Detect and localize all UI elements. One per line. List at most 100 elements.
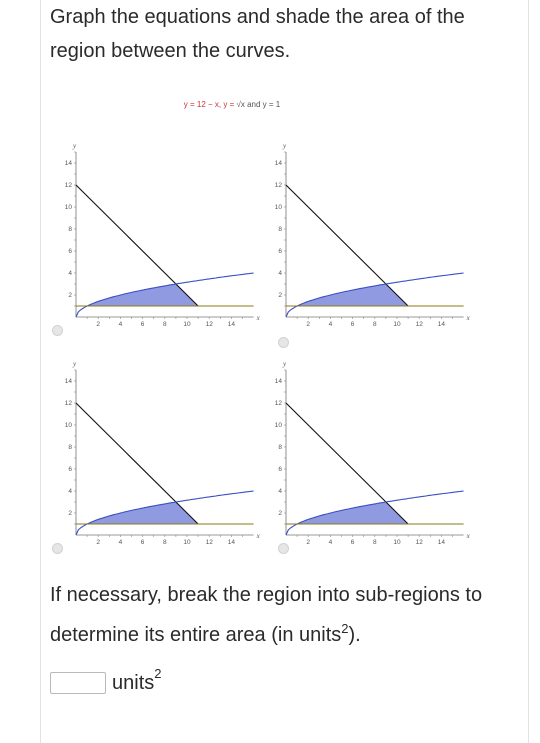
panel-2-x-tick-label: 10 bbox=[393, 321, 401, 328]
panel-4-x-axis-label: x bbox=[466, 532, 471, 540]
instruction-line-1: If necessary, break the region into sub-… bbox=[50, 584, 483, 606]
instruction-text: If necessary, break the region into sub-… bbox=[50, 575, 520, 655]
panel-4-y-tick-label: 8 bbox=[278, 444, 282, 451]
panel-1-y-tick-label: 8 bbox=[68, 226, 72, 233]
panel-3-x-tick-label: 2 bbox=[96, 539, 100, 546]
panel-1-x-tick-label: 14 bbox=[228, 321, 236, 328]
panel-2-x-tick-label: 12 bbox=[416, 321, 424, 328]
instruction-line-2-suffix: ). bbox=[348, 624, 361, 646]
panel-4-y-tick-label: 2 bbox=[278, 510, 282, 517]
panel-3-y-tick-label: 4 bbox=[68, 488, 72, 495]
answer-row: units2 bbox=[50, 666, 161, 696]
panel-4-line-12-minus-x bbox=[285, 402, 409, 525]
panel-3-y-tick-label: 10 bbox=[65, 422, 73, 429]
panel-1-y-tick-label: 10 bbox=[65, 204, 73, 211]
option-a-radio[interactable] bbox=[52, 325, 63, 336]
panel-2-y-tick-label: 2 bbox=[278, 292, 282, 299]
panel-3-x-tick-label: 4 bbox=[119, 539, 123, 546]
option-b-radio[interactable] bbox=[278, 337, 289, 348]
panel-2-y-tick-label: 8 bbox=[278, 226, 282, 233]
panel-3-x-tick-label: 14 bbox=[228, 539, 236, 546]
panel-1-x-tick-label: 8 bbox=[163, 321, 167, 328]
panel-1-x-tick-label: 6 bbox=[141, 321, 145, 328]
question-line-1: Graph the equations and shade the area o… bbox=[50, 6, 465, 28]
panel-1-x-tick-label: 2 bbox=[96, 321, 100, 328]
panel-4-y-tick-label: 4 bbox=[278, 488, 282, 495]
panel-4-shaded-region bbox=[297, 502, 409, 524]
graph-options-figure: y = 12 − x, y = √x and y = 1 2 4 6 8 10 12 14 2… bbox=[65, 100, 471, 546]
figure-title-part-3: and y = 1 bbox=[245, 100, 281, 109]
panel-3-line-12-minus-x bbox=[75, 402, 199, 525]
panel-1-line-12-minus-x bbox=[75, 184, 199, 307]
panel-4-x-tick-label: 6 bbox=[351, 539, 355, 546]
instruction-sup: 2 bbox=[341, 621, 349, 636]
panel-2-x-axis-label: x bbox=[466, 314, 471, 322]
panel-3-y-axis-label: y bbox=[72, 360, 77, 368]
panel-2-y-tick-label: 12 bbox=[275, 182, 283, 189]
panel-1-y-tick-label: 6 bbox=[68, 248, 72, 255]
panel-1-shaded-region bbox=[87, 284, 199, 306]
units-label: units2 bbox=[112, 666, 161, 695]
option-d-radio[interactable] bbox=[278, 543, 289, 554]
panel-4-x-tick-label: 10 bbox=[393, 539, 401, 546]
panel-2-y-tick-label: 10 bbox=[275, 204, 283, 211]
figure-title: y = 12 − x, y = √x and y = 1 bbox=[184, 100, 281, 109]
panel-1-sqrt-curve bbox=[75, 272, 254, 318]
panel-3-y-tick-label: 8 bbox=[68, 444, 72, 451]
option-c-radio[interactable] bbox=[52, 543, 63, 554]
panel-2-x-tick-label: 2 bbox=[306, 321, 310, 328]
panel-1-y-tick-label: 4 bbox=[68, 270, 72, 277]
panel-1-x-tick-label: 10 bbox=[183, 321, 191, 328]
panel-2-sqrt-curve bbox=[285, 272, 464, 318]
question-card bbox=[40, 0, 529, 743]
panel-1-x-axis-label: x bbox=[256, 314, 261, 322]
panel-4-y-tick-label: 12 bbox=[275, 400, 283, 407]
panel-3-x-tick-label: 10 bbox=[183, 539, 191, 546]
area-answer-input[interactable] bbox=[50, 672, 106, 694]
panel-2-x-tick-label: 4 bbox=[329, 321, 333, 328]
panel-4-x-tick-label: 4 bbox=[329, 539, 333, 546]
panel-1-x-tick-label: 12 bbox=[206, 321, 214, 328]
panel-2-shaded-region bbox=[297, 284, 409, 306]
panel-3-x-tick-label: 6 bbox=[141, 539, 145, 546]
panel-2-x-tick-label: 14 bbox=[438, 321, 446, 328]
panel-3-x-tick-label: 8 bbox=[163, 539, 167, 546]
question-text: Graph the equations and shade the area o… bbox=[50, 0, 520, 68]
panel-2-y-tick-label: 14 bbox=[275, 160, 283, 167]
panel-3-y-tick-label: 14 bbox=[65, 378, 73, 385]
panel-4-y-tick-label: 6 bbox=[278, 466, 282, 473]
panel-4-y-tick-label: 14 bbox=[275, 378, 283, 385]
instruction-line-2-text: determine its entire area (in units bbox=[50, 624, 342, 646]
panel-3-y-tick-label: 6 bbox=[68, 466, 72, 473]
panel-1-y-tick-label: 12 bbox=[65, 182, 73, 189]
panel-4-y-tick-label: 10 bbox=[275, 422, 283, 429]
panel-4-x-tick-label: 2 bbox=[306, 539, 310, 546]
panel-2-y-axis-label: y bbox=[282, 142, 287, 150]
panel-1-y-tick-label: 14 bbox=[65, 160, 73, 167]
instruction-line-2: determine its entire area (in units2). bbox=[50, 621, 361, 646]
question-line-2: region between the curves. bbox=[50, 40, 291, 62]
panel-1-y-axis-label: y bbox=[72, 142, 77, 150]
panel-4-x-tick-label: 8 bbox=[373, 539, 377, 546]
panel-3-y-tick-label: 12 bbox=[65, 400, 73, 407]
panel-4-y-axis-label: y bbox=[282, 360, 287, 368]
panel-4-sqrt-curve bbox=[285, 490, 464, 536]
figure-title-part-1: y = 12 − x, y = bbox=[184, 100, 237, 109]
panel-1-x-tick-label: 4 bbox=[119, 321, 123, 328]
panel-3-shaded-region bbox=[76, 502, 199, 524]
panel-2-line-12-minus-x bbox=[285, 184, 409, 307]
figure-title-part-2: √x bbox=[236, 100, 244, 109]
panel-4-x-tick-label: 12 bbox=[416, 539, 424, 546]
units-text: units bbox=[112, 671, 155, 694]
panel-2-x-tick-label: 8 bbox=[373, 321, 377, 328]
panel-1-y-tick-label: 2 bbox=[68, 292, 72, 299]
panel-2-x-tick-label: 6 bbox=[351, 321, 355, 328]
panel-3-y-tick-label: 2 bbox=[68, 510, 72, 517]
panel-4-x-tick-label: 14 bbox=[438, 539, 446, 546]
panel-3-x-axis-label: x bbox=[256, 532, 261, 540]
panel-3-sqrt-curve bbox=[75, 490, 254, 536]
panel-2-y-tick-label: 4 bbox=[278, 270, 282, 277]
panel-3-x-tick-label: 12 bbox=[206, 539, 214, 546]
panel-2-y-tick-label: 6 bbox=[278, 248, 282, 255]
units-sup: 2 bbox=[154, 665, 162, 681]
